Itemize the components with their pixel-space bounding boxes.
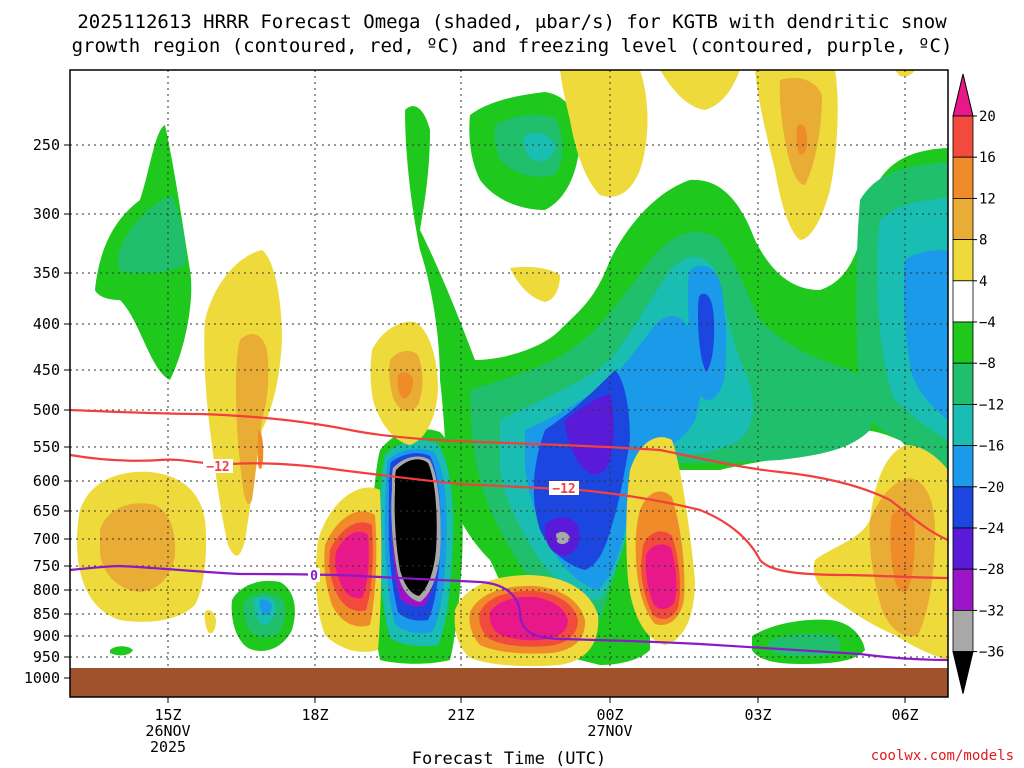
colorbar-band-7 bbox=[952, 403, 974, 446]
x-tick-label-18Z: 18Z bbox=[301, 706, 328, 724]
colorbar-tick-label-5: −4 bbox=[979, 315, 996, 331]
freezing-level-contour bbox=[69, 564, 949, 662]
x-tick-label-06Z: 06Z bbox=[891, 706, 918, 724]
colorbar-tick-label-1: 16 bbox=[979, 150, 996, 166]
y-axis-ticks: 250 300 350 400 450 500 550 600 650 700 750 800 850 9… bbox=[24, 136, 70, 687]
y-tick-label-650: 650 bbox=[33, 502, 60, 520]
y-tick-label-600: 600 bbox=[33, 472, 60, 490]
omega-region-neg16-lower bbox=[259, 599, 272, 616]
svg-text:−12: −12 bbox=[206, 460, 229, 475]
dgz-contour-lower bbox=[69, 453, 949, 580]
chart-title-line-2: growth region (contoured, red, ºC) and f… bbox=[72, 35, 953, 57]
svg-text:−12: −12 bbox=[552, 482, 575, 497]
x-tick-label-15Z: 15Z bbox=[154, 706, 181, 724]
credit-text: coolwx.com/models bbox=[871, 748, 1014, 764]
colorbar-tick-label-9: −20 bbox=[979, 480, 1004, 496]
y-tick-label-550: 550 bbox=[33, 438, 60, 456]
colorbar-band-9 bbox=[952, 486, 974, 529]
y-tick-label-300: 300 bbox=[33, 205, 60, 223]
y-tick-label-800: 800 bbox=[33, 581, 60, 599]
y-tick-label-500: 500 bbox=[33, 401, 60, 419]
y-tick-label-750: 750 bbox=[33, 557, 60, 575]
colorbar-tick-label-0: 20 bbox=[979, 109, 996, 125]
x-axis-label: Forecast Time (UTC) bbox=[412, 749, 606, 768]
omega-region-pos4-top-corner bbox=[895, 70, 915, 77]
colorbar-top-arrow bbox=[952, 73, 974, 117]
omega-region-pos12-upper-column bbox=[796, 124, 808, 155]
omega-region-pos12-left-column bbox=[258, 430, 264, 470]
plot-frame bbox=[69, 69, 949, 698]
omega-region-pos12-right-edge bbox=[890, 508, 915, 592]
colorbar-bottom-arrow bbox=[952, 651, 974, 694]
omega-region-neg8-left bbox=[118, 195, 186, 274]
colorbar-band-0 bbox=[952, 115, 974, 158]
omega-region-pos4-top-right bbox=[560, 70, 648, 197]
colorbar-tick-label-10: −24 bbox=[979, 521, 1004, 537]
contour-label-dgz-lower: −12 bbox=[203, 459, 233, 475]
x-tick-sublabel-26NOV: 26NOV bbox=[145, 722, 190, 740]
colorbar-band-5 bbox=[952, 321, 974, 364]
y-tick-label-1000: 1000 bbox=[24, 669, 60, 687]
colorbar-band-4 bbox=[952, 280, 974, 323]
x-tick-label-03Z: 03Z bbox=[744, 706, 771, 724]
omega-region-neg4-small bbox=[110, 646, 133, 656]
y-tick-label-850: 850 bbox=[33, 605, 60, 623]
colorbar-band-8 bbox=[952, 445, 974, 488]
omega-region-pos4-tiny-left bbox=[204, 610, 216, 634]
omega-region-neg20-column bbox=[698, 293, 715, 372]
y-tick-label-250: 250 bbox=[33, 136, 60, 154]
y-tick-label-350: 350 bbox=[33, 264, 60, 282]
omega-region-neg12-top bbox=[523, 133, 556, 162]
omega-region-neg32-blob bbox=[556, 531, 570, 545]
dgz-contours bbox=[69, 408, 949, 580]
colorbar-tick-label-11: −28 bbox=[979, 562, 1004, 578]
omega-region-pos4-top-right-2 bbox=[660, 70, 740, 110]
omega-region-pos8-left-column bbox=[236, 334, 269, 504]
y-tick-label-950: 950 bbox=[33, 648, 60, 666]
y-tick-label-900: 900 bbox=[33, 627, 60, 645]
x-tick-label-00Z: 00Z bbox=[596, 706, 623, 724]
chart-title-line-1: 2025112613 HRRR Forecast Omega (shaded, … bbox=[77, 11, 947, 33]
y-tick-label-700: 700 bbox=[33, 530, 60, 548]
colorbar-band-6 bbox=[952, 362, 974, 405]
omega-region-neg16-right bbox=[903, 250, 948, 420]
y-tick-label-450: 450 bbox=[33, 361, 60, 379]
x-tick-label-21Z: 21Z bbox=[447, 706, 474, 724]
colorbar-tick-label-7: −12 bbox=[979, 397, 1004, 413]
colorbar-tick-label-8: −16 bbox=[979, 439, 1004, 455]
x-tick-sublabel-27NOV: 27NOV bbox=[587, 722, 632, 740]
colorbar-tick-label-13: −36 bbox=[979, 645, 1004, 661]
colorbar-tick-label-12: −32 bbox=[979, 603, 1004, 619]
colorbar: 20 16 12 8 4 −4 −8 −12 −16 −20 −24 −28 −32 −36 bbox=[952, 73, 1004, 694]
omega-region-pos4-small-patch bbox=[510, 266, 560, 302]
colorbar-band-2 bbox=[952, 197, 974, 240]
omega-region-pos20-low-left-column bbox=[335, 531, 369, 599]
omega-region-neg36-core bbox=[394, 459, 437, 596]
y-tick-label-400: 400 bbox=[33, 315, 60, 333]
colorbar-tick-label-3: 8 bbox=[979, 233, 987, 249]
colorbar-band-12 bbox=[952, 610, 974, 653]
dgz-contour-upper bbox=[69, 408, 949, 542]
colorbar-band-3 bbox=[952, 239, 974, 282]
colorbar-band-11 bbox=[952, 568, 974, 611]
colorbar-band-1 bbox=[952, 156, 974, 199]
omega-region-pos20-right-column bbox=[645, 544, 677, 609]
contour-label-freezing: 0 bbox=[308, 568, 320, 584]
x-tick-sublabel-2025: 2025 bbox=[150, 738, 186, 756]
colorbar-tick-label-4: 4 bbox=[979, 274, 987, 290]
colorbar-tick-label-2: 12 bbox=[979, 191, 996, 207]
omega-shading bbox=[76, 70, 948, 667]
colorbar-band-10 bbox=[952, 527, 974, 570]
svg-text:0: 0 bbox=[310, 569, 318, 584]
omega-region-pos20-low-center bbox=[489, 596, 568, 641]
omega-region-neg24-main bbox=[565, 395, 614, 475]
omega-region-pos8-left-lower bbox=[100, 503, 176, 592]
contour-label-dgz-upper: −12 bbox=[549, 481, 579, 497]
colorbar-tick-label-6: −8 bbox=[979, 356, 996, 372]
omega-region-pos12-mid-column bbox=[397, 372, 413, 399]
ground-surface bbox=[70, 668, 948, 697]
